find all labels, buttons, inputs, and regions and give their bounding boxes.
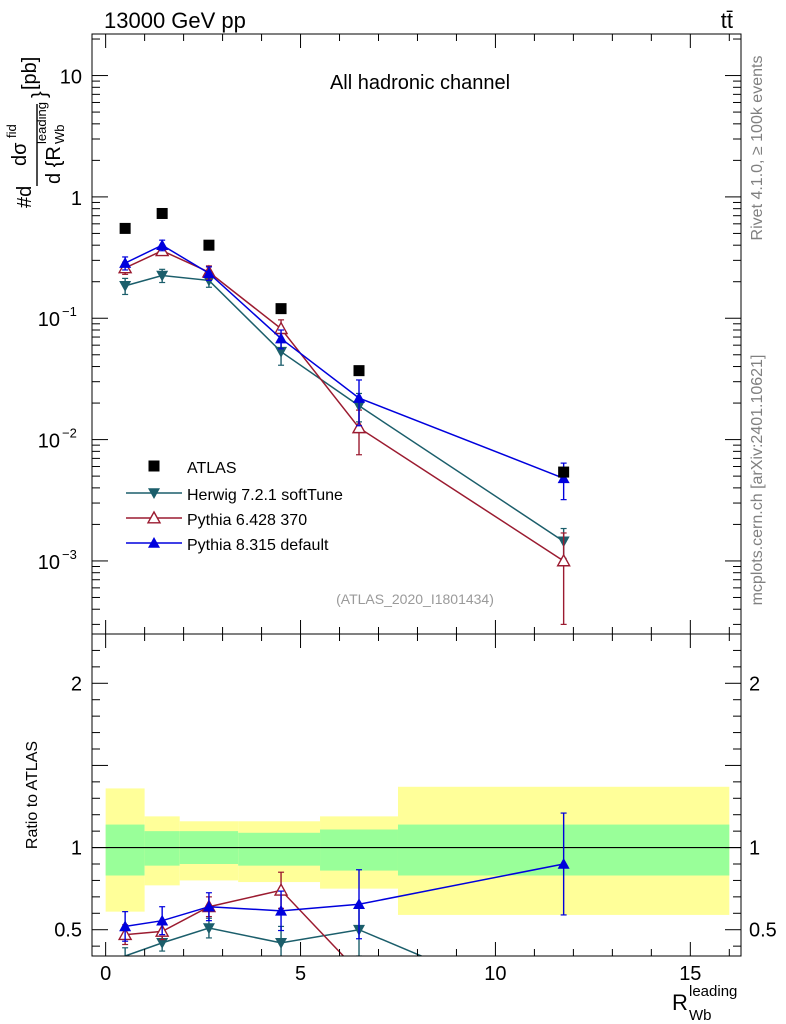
main-y-tick-label: 10 (38, 431, 60, 453)
energy-label: 13000 GeV pp (104, 8, 246, 33)
ratio-series-line (124, 927, 424, 956)
data-point (557, 472, 570, 484)
ratio-data-point (275, 938, 288, 949)
uncertainty-band-inner (320, 829, 398, 871)
ratio-data-point (202, 923, 215, 935)
ratio-data-point (156, 938, 169, 949)
legend-label-pythia6: Pythia 6.428 370 (187, 512, 307, 529)
process-label: tt̄ (721, 8, 733, 33)
xlabel-sub: Wb (689, 1007, 712, 1024)
legend-label-atlas: ATLAS (187, 460, 237, 477)
x-tick-label: 15 (679, 963, 701, 985)
data-point (202, 267, 215, 279)
ylabel-denominator-close: } (29, 91, 51, 98)
legend-marker (148, 488, 160, 499)
main-y-tick-exponent: −2 (62, 426, 77, 441)
ratio-y-tick-label-right: 2 (749, 673, 760, 695)
data-point (351, 420, 367, 434)
rivet-label: Rivet 4.1.0, ≥ 100k events (749, 56, 766, 241)
main-y-tick-exponent: −3 (62, 547, 77, 562)
analysis-watermark: (ATLAS_2020_I1801434) (336, 591, 494, 607)
x-tick-label: 5 (295, 963, 306, 985)
x-tick-label: 0 (100, 963, 111, 985)
uncertainty-band-inner (105, 824, 145, 876)
main-y-tick-label: 1 (71, 188, 82, 210)
ratio-data-point (119, 920, 132, 932)
series-line (124, 274, 565, 542)
ylabel-denominator: d {R (43, 146, 65, 184)
data-point (275, 346, 288, 358)
mcplots-label: mcplots.cern.ch [arXiv:2401.10621] (749, 355, 766, 606)
series-pythia-8-315-default (119, 239, 570, 501)
data-point (119, 257, 132, 268)
main-y-tick-label: 10 (38, 309, 60, 331)
xlabel-main: R (672, 990, 688, 1015)
ratio-data-point (353, 898, 366, 910)
ylabel-numerator-sup: fid (4, 124, 19, 138)
ratio-data-point (156, 914, 169, 926)
ratio-series-pythia-8-315-default (119, 812, 570, 942)
ratio-data-point (275, 904, 288, 916)
x-axis-label: R leading Wb (672, 983, 737, 1024)
main-y-tick-exponent: −1 (62, 304, 77, 319)
ylabel-prefix: #d (14, 186, 36, 208)
data-point (353, 365, 365, 377)
ratio-y-tick-label-left: 0.5 (54, 920, 82, 942)
ratio-plot-frame (91, 633, 742, 957)
plot-title: All hadronic channel (330, 72, 510, 94)
main-y-axis-label: #d dσ fid d {R leading Wb } [pb] (4, 57, 67, 208)
data-point (275, 303, 287, 315)
series-pythia-6-428-370 (117, 243, 571, 625)
main-y-tick-label: 10 (60, 67, 82, 89)
series-atlas (119, 207, 570, 478)
data-point (275, 332, 288, 344)
ratio-data-point (202, 900, 215, 912)
ylabel-unit: [pb] (19, 57, 41, 90)
data-point (556, 553, 571, 567)
data-point (156, 239, 169, 250)
ylabel-numerator: dσ (9, 142, 31, 166)
legend: ATLAS Herwig 7.2.1 softTune Pythia 6.428… (126, 460, 343, 554)
legend-marker (148, 460, 160, 472)
xlabel-sup: leading (689, 983, 737, 1000)
data-point (353, 392, 366, 403)
ylabel-denominator-sup: leading (34, 102, 49, 144)
data-point (203, 239, 215, 251)
ratio-y-tick-label-left: 2 (71, 673, 82, 695)
ratio-y-tick-label-left: 1 (71, 838, 82, 860)
data-point (558, 466, 570, 478)
data-point (156, 207, 168, 219)
uncertainty-band-inner (144, 831, 180, 866)
legend-marker (146, 510, 162, 524)
ratio-y-tick-label-right: 1 (749, 838, 760, 860)
series-line (124, 244, 564, 479)
main-y-tick-label: 10 (38, 552, 60, 574)
ratio-plot-panel: 0.5 0.5 1 1 2 2 0 5 10 15 Ratio to ATLAS R leadi… (24, 633, 777, 1024)
ratio-data-point (557, 858, 570, 869)
ratio-y-axis-label: Ratio to ATLAS (24, 741, 41, 849)
data-point (119, 222, 131, 234)
legend-marker (148, 537, 160, 548)
series-line (124, 249, 565, 562)
x-tick-label: 10 (484, 963, 506, 985)
ratio-y-tick-label-right: 0.5 (749, 920, 777, 942)
uncertainty-band-inner (238, 832, 321, 866)
ratio-series-line (125, 863, 564, 928)
ylabel-denominator-sub: Wb (52, 125, 67, 145)
legend-label-herwig: Herwig 7.2.1 softTune (187, 487, 343, 504)
data-point (156, 270, 169, 282)
legend-label-pythia8: Pythia 8.315 default (187, 537, 329, 554)
data-point (119, 281, 132, 292)
